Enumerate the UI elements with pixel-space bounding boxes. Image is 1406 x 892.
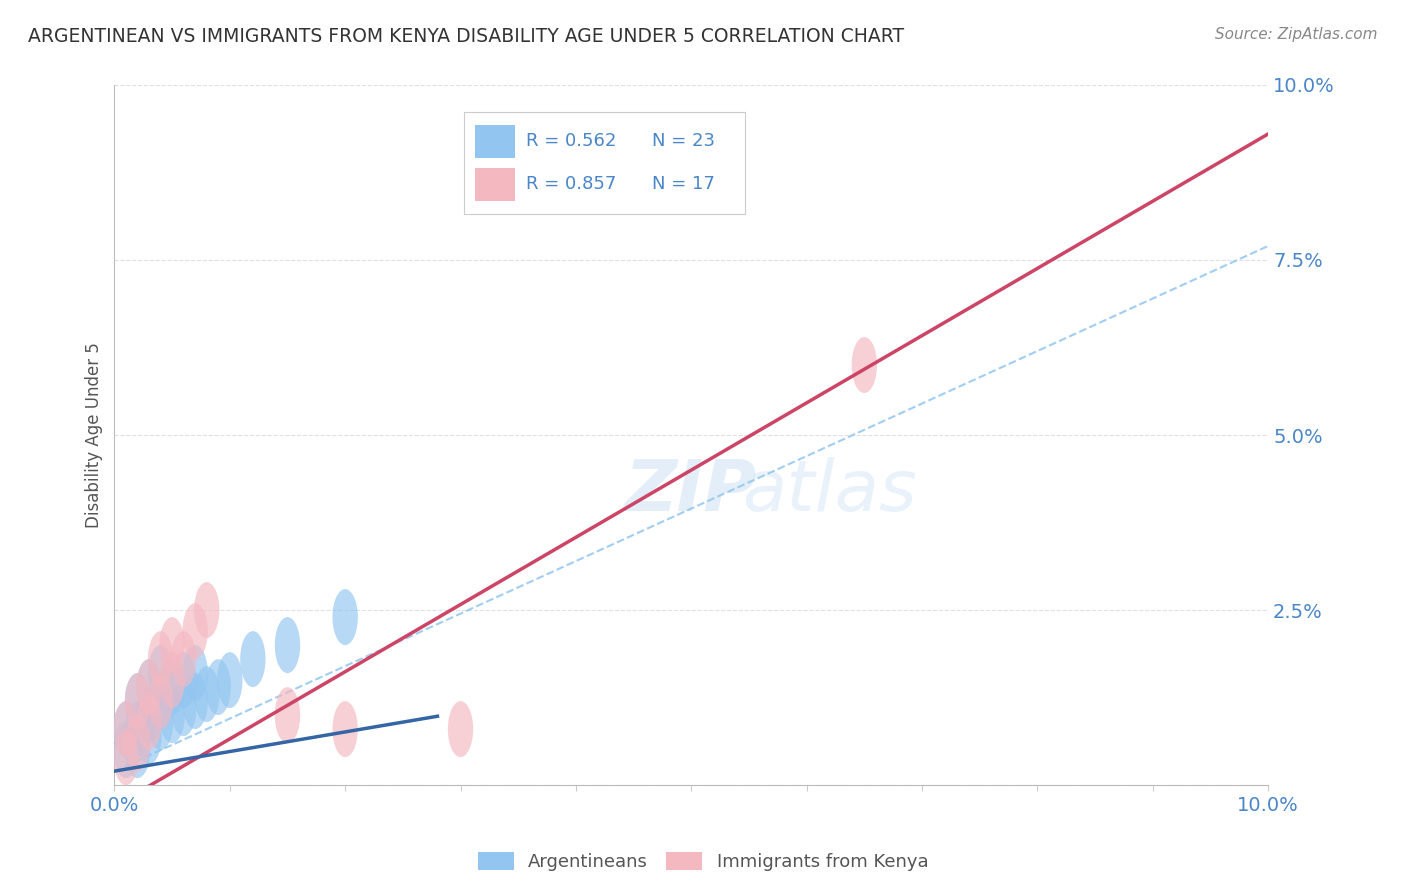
Y-axis label: Disability Age Under 5: Disability Age Under 5 (86, 343, 103, 528)
Text: N = 23: N = 23 (652, 132, 716, 150)
Text: R = 0.857: R = 0.857 (526, 176, 616, 194)
Text: ZIP: ZIP (626, 457, 758, 525)
Text: ARGENTINEAN VS IMMIGRANTS FROM KENYA DISABILITY AGE UNDER 5 CORRELATION CHART: ARGENTINEAN VS IMMIGRANTS FROM KENYA DIS… (28, 27, 904, 45)
Text: atlas: atlas (742, 457, 917, 525)
Legend: Argentineans, Immigrants from Kenya: Argentineans, Immigrants from Kenya (471, 845, 935, 879)
Bar (475, 125, 515, 158)
Text: R = 0.562: R = 0.562 (526, 132, 616, 150)
Text: N = 17: N = 17 (652, 176, 716, 194)
Bar (475, 168, 515, 201)
Text: Source: ZipAtlas.com: Source: ZipAtlas.com (1215, 27, 1378, 42)
